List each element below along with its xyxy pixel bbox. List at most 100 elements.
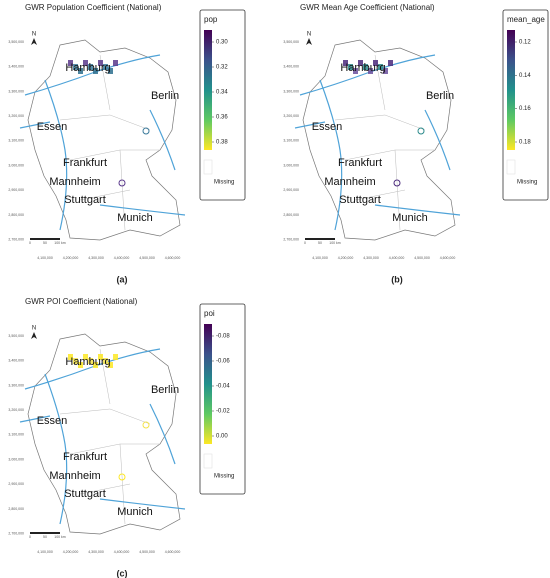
- coefficient-cell: [98, 60, 103, 66]
- x-tick-label: 4,400,000: [114, 550, 130, 554]
- y-tick-label: 2,800,000: [8, 507, 24, 511]
- city-label: Frankfurt: [338, 157, 382, 169]
- legend-colorbar: [507, 30, 515, 150]
- y-tick-label: 3,400,000: [8, 359, 24, 363]
- coefficient-cell: [98, 354, 103, 360]
- y-tick-label: 2,700,000: [8, 532, 24, 536]
- legend-tick-label: -0.06: [216, 359, 230, 365]
- city-label: Hamburg: [65, 356, 110, 368]
- x-tick-label: 4,200,000: [338, 256, 354, 260]
- x-tick-label: 4,100,000: [37, 550, 53, 554]
- x-tick-label: 4,500,000: [139, 550, 155, 554]
- x-tick-label: 4,500,000: [414, 256, 430, 260]
- city-label: Frankfurt: [63, 157, 107, 169]
- legend-missing-swatch: [506, 159, 516, 175]
- y-tick-label: 2,900,000: [283, 188, 299, 192]
- city-label: Munich: [392, 212, 427, 224]
- y-tick-label: 3,100,000: [8, 139, 24, 143]
- legend-tick-label: 0.18: [519, 140, 531, 146]
- north-arrow: N: [32, 326, 36, 332]
- coefficient-cell: [378, 64, 383, 70]
- scale-label: 100 km: [329, 241, 341, 245]
- city-label: Essen: [37, 415, 68, 427]
- scale-label: 0: [304, 241, 306, 245]
- coefficient-cell: [103, 64, 108, 70]
- legend-tick-label: 0.14: [519, 73, 531, 79]
- city-label: Berlin: [151, 90, 179, 102]
- coefficient-cell: [93, 68, 98, 74]
- city-label: Frankfurt: [63, 451, 107, 463]
- coefficient-cell: [353, 68, 358, 74]
- x-tick-label: 4,400,000: [114, 256, 130, 260]
- y-tick-label: 3,200,000: [8, 114, 24, 118]
- coefficient-cell: [113, 60, 118, 66]
- coefficient-cell: [118, 179, 126, 187]
- x-tick-label: 4,200,000: [63, 550, 79, 554]
- coefficient-cell: [368, 68, 373, 74]
- map-panel: GWR Population Coefficient (National) N Ha…: [8, 3, 246, 284]
- legend-tick-label: 0.32: [216, 65, 228, 71]
- map-panel: GWR POI Coefficient (National) N Hamburg Be…: [8, 297, 246, 578]
- y-tick-label: 3,000,000: [8, 457, 24, 461]
- river: [99, 204, 186, 216]
- city-label: Stuttgart: [339, 194, 381, 206]
- legend-tick-label: 0.34: [216, 90, 228, 96]
- north-arrow-shape: [31, 38, 37, 45]
- coefficient-cell: [393, 179, 401, 187]
- coefficient-cell: [93, 362, 98, 368]
- city-label: Essen: [312, 121, 343, 133]
- scale-bar: [30, 238, 60, 240]
- coefficient-cell: [383, 68, 388, 74]
- region-borders: [59, 348, 160, 525]
- city-label: Mannheim: [324, 176, 375, 188]
- legend-colorbar: [204, 324, 212, 444]
- x-tick-label: 4,400,000: [389, 256, 405, 260]
- coefficient-cell: [118, 473, 126, 481]
- legend-missing-swatch: [203, 453, 213, 469]
- legend-missing-swatch: [203, 159, 213, 175]
- x-tick-label: 4,300,000: [88, 550, 104, 554]
- y-tick-label: 3,200,000: [283, 114, 299, 118]
- panel-title: GWR Mean Age Coefficient (National): [300, 3, 435, 12]
- coefficient-cell: [83, 60, 88, 66]
- region-borders: [334, 54, 435, 231]
- scale-bar: [30, 532, 60, 534]
- scale-label: 0: [29, 241, 31, 245]
- legend-colorbar: [204, 30, 212, 150]
- city-label: Mannheim: [49, 470, 100, 482]
- country-outline: [27, 333, 181, 535]
- city-label: Mannheim: [49, 176, 100, 188]
- y-tick-label: 2,800,000: [283, 213, 299, 217]
- coefficient-cell: [73, 358, 78, 364]
- country-outline: [302, 39, 456, 241]
- x-tick-label: 4,300,000: [363, 256, 379, 260]
- x-tick-label: 4,300,000: [88, 256, 104, 260]
- river: [44, 373, 68, 525]
- x-tick-label: 4,100,000: [37, 256, 53, 260]
- north-arrow: N: [307, 32, 311, 38]
- river: [374, 204, 461, 216]
- coefficient-cell: [108, 362, 113, 368]
- coefficient-cell: [88, 64, 93, 70]
- coefficient-cell: [113, 354, 118, 360]
- city-label: Berlin: [426, 90, 454, 102]
- caption: (b): [391, 274, 403, 284]
- y-tick-label: 3,300,000: [8, 383, 24, 387]
- city-label: Munich: [117, 212, 152, 224]
- coefficient-cell: [108, 68, 113, 74]
- river: [149, 403, 176, 465]
- x-tick-label: 4,500,000: [139, 256, 155, 260]
- river: [294, 121, 326, 129]
- river: [19, 415, 51, 423]
- scale-label: 50: [43, 241, 47, 245]
- caption: (c): [117, 568, 128, 578]
- caption: (a): [117, 274, 128, 284]
- legend-missing-label: Missing: [214, 474, 234, 480]
- legend-tick-label: 0.30: [216, 40, 228, 46]
- coefficient-cell: [343, 60, 348, 66]
- city-label: Stuttgart: [64, 194, 106, 206]
- coefficient-cell: [388, 60, 393, 66]
- map-panel: GWR Mean Age Coefficient (National) N Hamb…: [283, 3, 549, 284]
- coefficient-cell: [103, 358, 108, 364]
